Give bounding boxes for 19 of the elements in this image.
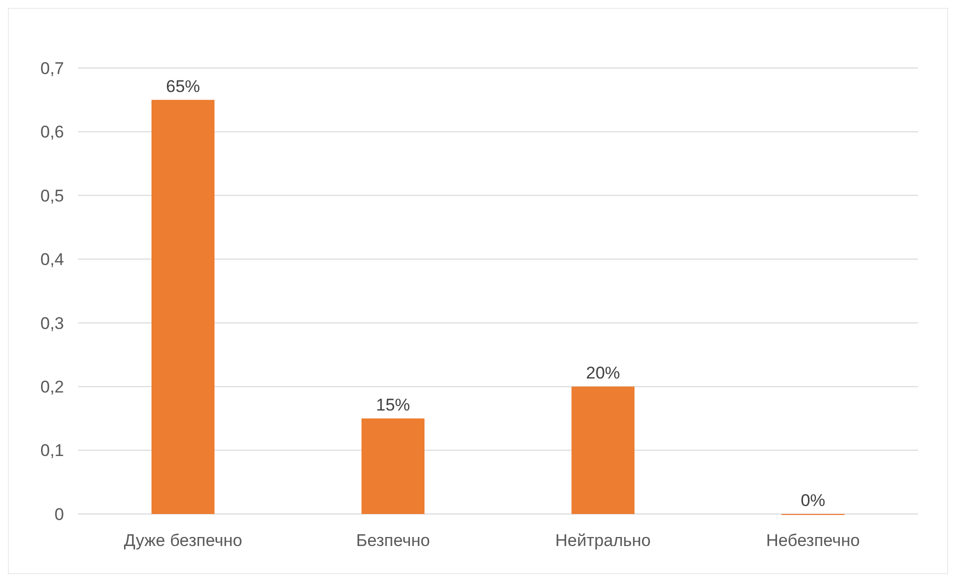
data-label: 65% bbox=[166, 76, 200, 96]
x-tick-label: Небезпечно bbox=[766, 531, 860, 550]
bar bbox=[572, 386, 634, 514]
y-tick-label: 0,5 bbox=[40, 186, 64, 206]
y-tick-label: 0,7 bbox=[40, 58, 64, 78]
x-tick-label: Безпечно bbox=[356, 531, 430, 550]
y-tick-label: 0,6 bbox=[40, 122, 64, 142]
bar bbox=[152, 100, 214, 514]
y-tick-label: 0 bbox=[54, 504, 64, 524]
data-label: 15% bbox=[376, 395, 410, 414]
y-tick-label: 0,1 bbox=[40, 441, 64, 460]
bar bbox=[362, 418, 424, 514]
data-label: 0% bbox=[800, 491, 826, 510]
x-tick-label: Дуже безпечно bbox=[124, 531, 242, 550]
x-tick-label: Нейтрально bbox=[555, 531, 651, 550]
y-tick-label: 0,3 bbox=[40, 314, 64, 333]
y-tick-label: 0,4 bbox=[40, 250, 64, 270]
y-tick-label: 0,2 bbox=[40, 378, 64, 397]
data-label: 20% bbox=[586, 364, 620, 383]
